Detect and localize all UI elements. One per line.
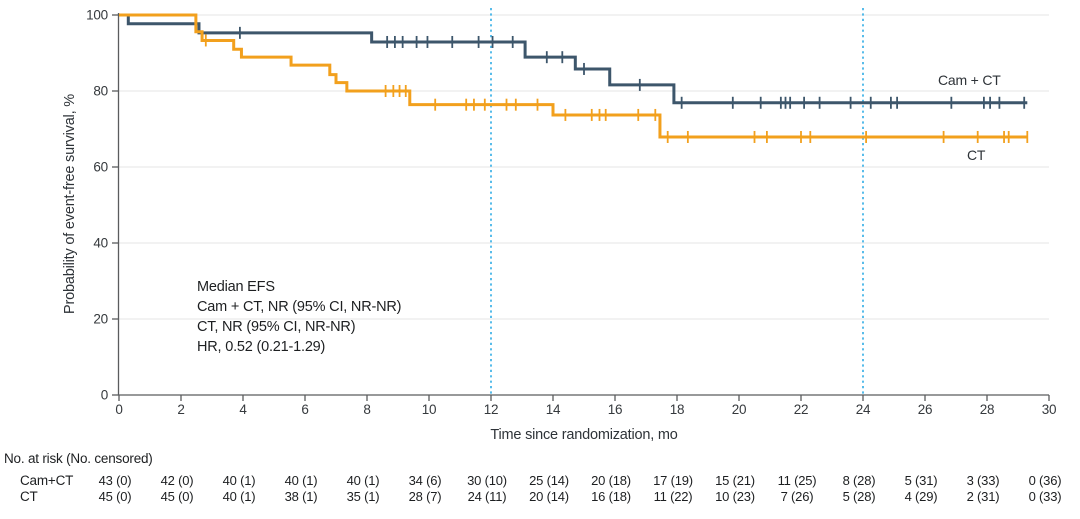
risk-value: 17 (19) (653, 473, 693, 488)
x-tick-label: 20 (732, 402, 747, 417)
x-tick-label: 2 (177, 402, 184, 417)
x-tick-label: 28 (980, 402, 995, 417)
risk-value: 45 (0) (99, 489, 132, 504)
risk-value: 34 (6) (409, 473, 442, 488)
risk-value: 20 (14) (529, 489, 569, 504)
x-tick-label: 12 (484, 402, 499, 417)
risk-row-label-camct: Cam+CT (20, 473, 74, 488)
risk-value: 2 (31) (967, 489, 1000, 504)
risk-value: 40 (1) (223, 489, 256, 504)
risk-value: 8 (28) (843, 473, 876, 488)
annotation-line-camct: Cam + CT, NR (95% CI, NR-NR) (197, 299, 402, 315)
risk-value: 10 (23) (715, 489, 755, 504)
risk-value: 5 (31) (905, 473, 938, 488)
y-tick-label: 20 (93, 312, 108, 327)
risk-value: 43 (0) (99, 473, 132, 488)
risk-value: 45 (0) (161, 489, 194, 504)
risk-table-header: No. at risk (No. censored) (4, 451, 153, 466)
risk-value: 40 (1) (347, 473, 380, 488)
curve-label-camct: Cam + CT (938, 72, 1001, 88)
annotation-line-ct: CT, NR (95% CI, NR-NR) (197, 319, 356, 335)
risk-value: 40 (1) (223, 473, 256, 488)
x-tick-label: 26 (918, 402, 933, 417)
y-tick-label: 0 (101, 388, 108, 403)
y-axis-title: Probability of event-free survival, % (62, 94, 78, 314)
risk-value: 4 (29) (905, 489, 938, 504)
x-tick-label: 24 (856, 402, 871, 417)
risk-value: 11 (22) (654, 489, 693, 504)
risk-value: 3 (33) (967, 473, 1000, 488)
risk-row-label-ct: CT (20, 489, 38, 504)
risk-value: 5 (28) (843, 489, 876, 504)
risk-value: 30 (10) (467, 473, 507, 488)
risk-value: 7 (26) (781, 489, 814, 504)
annotation-line-median: Median EFS (197, 279, 275, 295)
y-tick-label: 100 (86, 8, 108, 23)
x-tick-label: 22 (794, 402, 809, 417)
x-tick-label: 10 (422, 402, 437, 417)
risk-value: 15 (21) (715, 473, 755, 488)
y-tick-label: 40 (93, 236, 108, 251)
risk-value: 40 (1) (285, 473, 318, 488)
risk-value: 38 (1) (285, 489, 318, 504)
risk-value: 0 (33) (1029, 489, 1062, 504)
risk-value: 0 (36) (1029, 473, 1062, 488)
x-tick-label: 8 (363, 402, 370, 417)
median-efs-annotation: Median EFS Cam + CT, NR (95% CI, NR-NR) … (197, 277, 401, 357)
x-tick-label: 4 (239, 402, 247, 417)
risk-value: 24 (11) (468, 489, 507, 504)
risk-value: 35 (1) (347, 489, 380, 504)
y-tick-label: 60 (93, 160, 108, 175)
x-tick-label: 6 (301, 402, 308, 417)
x-tick-label: 30 (1042, 402, 1057, 417)
risk-value: 28 (7) (409, 489, 442, 504)
curve-label-ct: CT (967, 147, 986, 163)
x-tick-label: 18 (670, 402, 685, 417)
x-axis-title: Time since randomization, mo (490, 427, 678, 443)
risk-value: 42 (0) (161, 473, 194, 488)
risk-value: 20 (18) (591, 473, 631, 488)
y-tick-label: 80 (93, 84, 108, 99)
annotation-line-hr: HR, 0.52 (0.21-1.29) (197, 339, 326, 355)
risk-value: 16 (18) (591, 489, 631, 504)
survival-curve-ct (119, 13, 1028, 139)
risk-value: 11 (25) (778, 473, 817, 488)
x-tick-label: 16 (608, 402, 623, 417)
x-tick-label: 14 (546, 402, 561, 417)
x-tick-label: 0 (115, 402, 122, 417)
risk-value: 25 (14) (529, 473, 569, 488)
survival-curve-camct (119, 13, 1028, 105)
